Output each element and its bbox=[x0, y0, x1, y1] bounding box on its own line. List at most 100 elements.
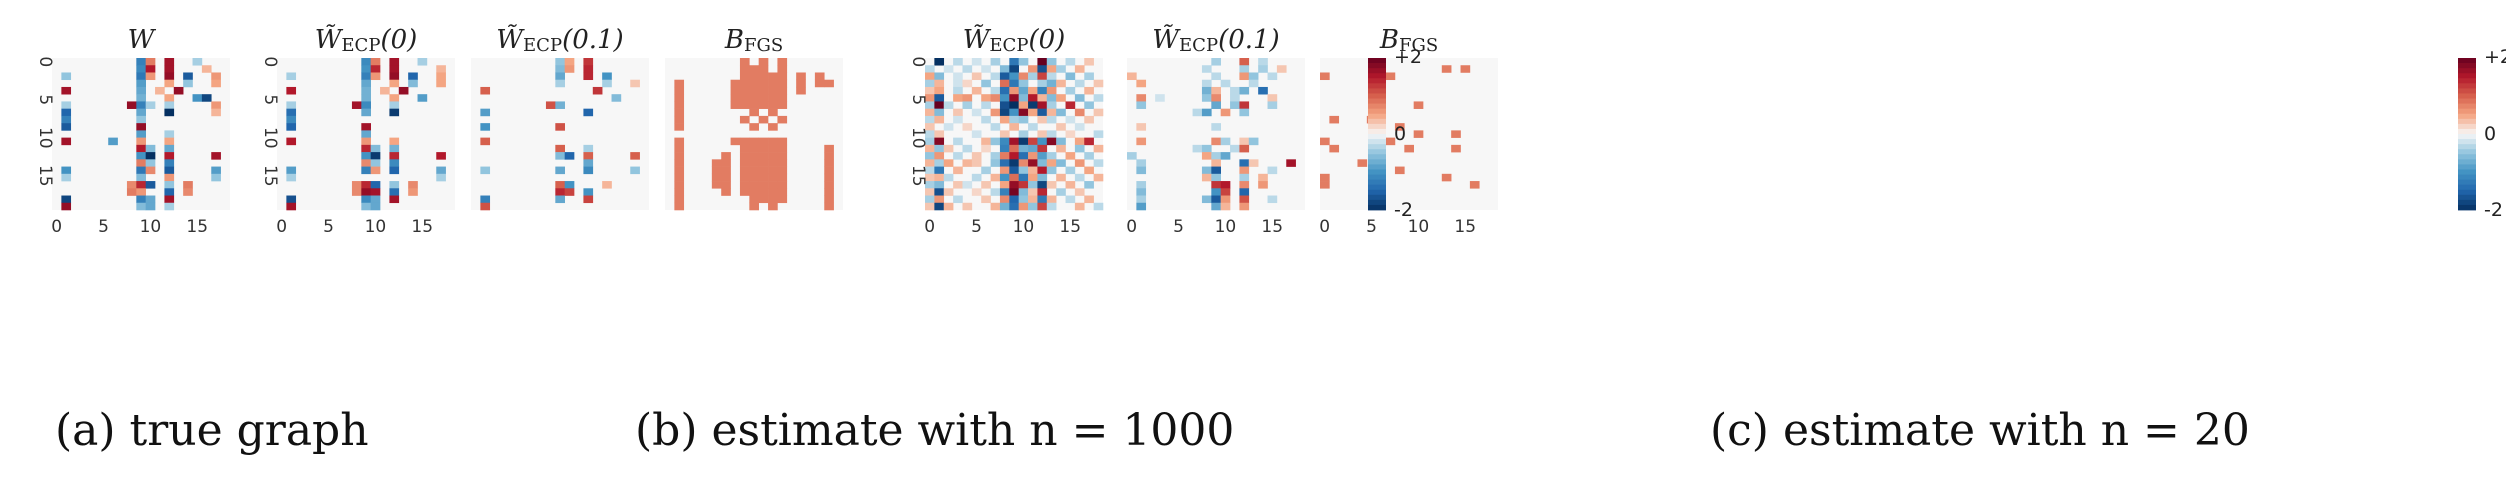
heatmap-cell bbox=[962, 65, 973, 73]
heatmap-cell bbox=[739, 166, 750, 175]
heatmap-cell bbox=[999, 86, 1010, 95]
heatmap-cell bbox=[1056, 144, 1066, 153]
heatmap-cell bbox=[145, 181, 156, 189]
heatmap-cell bbox=[136, 72, 146, 81]
heatmap-cell bbox=[768, 79, 778, 88]
heatmap-cell bbox=[971, 108, 982, 117]
heatmap-cell bbox=[999, 137, 1010, 146]
heatmap-cell bbox=[1037, 86, 1048, 95]
heatmap-cell bbox=[1084, 181, 1094, 189]
heatmap-cell bbox=[1009, 152, 1019, 160]
heatmap-cell bbox=[201, 65, 212, 73]
heatmap-cell bbox=[555, 144, 565, 153]
heatmap-cell bbox=[389, 108, 400, 117]
heatmap-cell bbox=[1018, 173, 1029, 182]
heatmap-cell bbox=[555, 166, 565, 175]
heatmap-cell bbox=[1093, 144, 1104, 153]
heatmap-cell bbox=[1065, 101, 1076, 109]
heatmap-cell bbox=[286, 86, 297, 95]
heatmap-cell bbox=[990, 173, 1001, 182]
heatmap-cell bbox=[583, 58, 594, 66]
heatmap-cell bbox=[1084, 58, 1094, 66]
heatmap-cell bbox=[1211, 137, 1221, 146]
heatmap-cell bbox=[192, 58, 203, 66]
heatmap-cell bbox=[990, 58, 1001, 66]
heatmap-cell bbox=[1136, 195, 1147, 204]
heatmap-cell bbox=[389, 101, 400, 109]
colorbar-swatch bbox=[2458, 149, 2476, 155]
heatmap-cell bbox=[1239, 202, 1250, 211]
heatmap-cell bbox=[824, 188, 834, 196]
heatmap-cell bbox=[749, 173, 759, 182]
heatmap-background bbox=[1320, 58, 1498, 210]
heatmap-cell bbox=[370, 144, 381, 153]
heatmap-cell bbox=[990, 202, 1001, 211]
heatmap-cell bbox=[777, 101, 788, 109]
heatmap-cell bbox=[1018, 181, 1029, 189]
heatmap-cell bbox=[981, 115, 991, 124]
heatmap-cell bbox=[739, 181, 750, 189]
heatmap-cell bbox=[389, 137, 400, 146]
heatmap-cell bbox=[164, 72, 175, 81]
heatmap-cell bbox=[370, 152, 381, 160]
heatmap-cell bbox=[749, 65, 759, 73]
heatmap-cell bbox=[164, 137, 175, 146]
heatmap-cell bbox=[758, 72, 769, 81]
x-tick-label: 15 bbox=[1059, 217, 1081, 237]
heatmap-cell bbox=[145, 144, 156, 153]
heatmap-cell bbox=[370, 181, 381, 189]
heatmap-cell bbox=[164, 94, 175, 102]
heatmap-cell bbox=[730, 101, 741, 109]
heatmap-cell bbox=[981, 166, 991, 175]
y-tick-label: 10 bbox=[908, 127, 928, 149]
heatmap-cell bbox=[768, 195, 778, 204]
heatmap-cell bbox=[1037, 166, 1048, 175]
heatmap-cell bbox=[1220, 137, 1231, 146]
heatmap-cell bbox=[925, 173, 935, 182]
heatmap-cell bbox=[777, 137, 788, 146]
heatmap-cell bbox=[1018, 195, 1029, 204]
heatmap-cell bbox=[981, 144, 991, 153]
heatmap-cell bbox=[1239, 58, 1250, 66]
colorbar-swatch bbox=[1368, 68, 1386, 74]
colorbar-swatch bbox=[1368, 194, 1386, 201]
heatmap-cell bbox=[1267, 72, 1278, 81]
heatmap-cell bbox=[953, 137, 963, 146]
heatmap-cell bbox=[962, 123, 973, 131]
heatmap-cell bbox=[361, 58, 371, 66]
heatmap-cell bbox=[408, 72, 418, 81]
x-tick-label: 10 bbox=[140, 217, 162, 237]
heatmap-cell bbox=[1018, 166, 1029, 175]
colorbar-swatch bbox=[1368, 88, 1386, 94]
heatmap-cell bbox=[1211, 195, 1221, 204]
colorbar-swatch bbox=[1368, 189, 1386, 196]
heatmap-cell bbox=[1201, 195, 1212, 204]
heatmap-cell bbox=[824, 152, 834, 160]
heatmap-cell bbox=[564, 58, 575, 66]
heatmap-cell bbox=[145, 159, 156, 167]
colorbar-b: +2 0 -2 bbox=[1368, 46, 1422, 221]
heatmap-cell bbox=[1009, 79, 1019, 88]
heatmap-cell bbox=[768, 159, 778, 167]
heatmap-cell bbox=[1028, 195, 1038, 204]
heatmap-cell bbox=[1239, 181, 1250, 189]
heatmap-cell bbox=[1201, 94, 1212, 102]
heatmap-cell bbox=[777, 144, 788, 153]
heatmap-cell bbox=[1028, 65, 1038, 73]
heatmap-cell bbox=[1211, 173, 1221, 182]
heatmap-cell bbox=[1201, 86, 1212, 95]
heatmap-cell bbox=[1028, 101, 1038, 109]
heatmap-cell bbox=[583, 159, 594, 167]
colorbar-swatch bbox=[1368, 58, 1386, 64]
heatmap-cell bbox=[136, 86, 146, 95]
heatmap-cell bbox=[990, 108, 1001, 117]
heatmap-cell bbox=[1009, 86, 1019, 95]
heatmap-cell bbox=[136, 144, 146, 153]
heatmap-cell bbox=[934, 152, 945, 160]
heatmap-cell bbox=[925, 181, 935, 189]
x-tick-label: 5 bbox=[1366, 217, 1377, 237]
heatmap-cell bbox=[361, 152, 371, 160]
heatmap-cell bbox=[555, 152, 565, 160]
heatmap-cell bbox=[777, 94, 788, 102]
heatmap-cell bbox=[925, 166, 935, 175]
